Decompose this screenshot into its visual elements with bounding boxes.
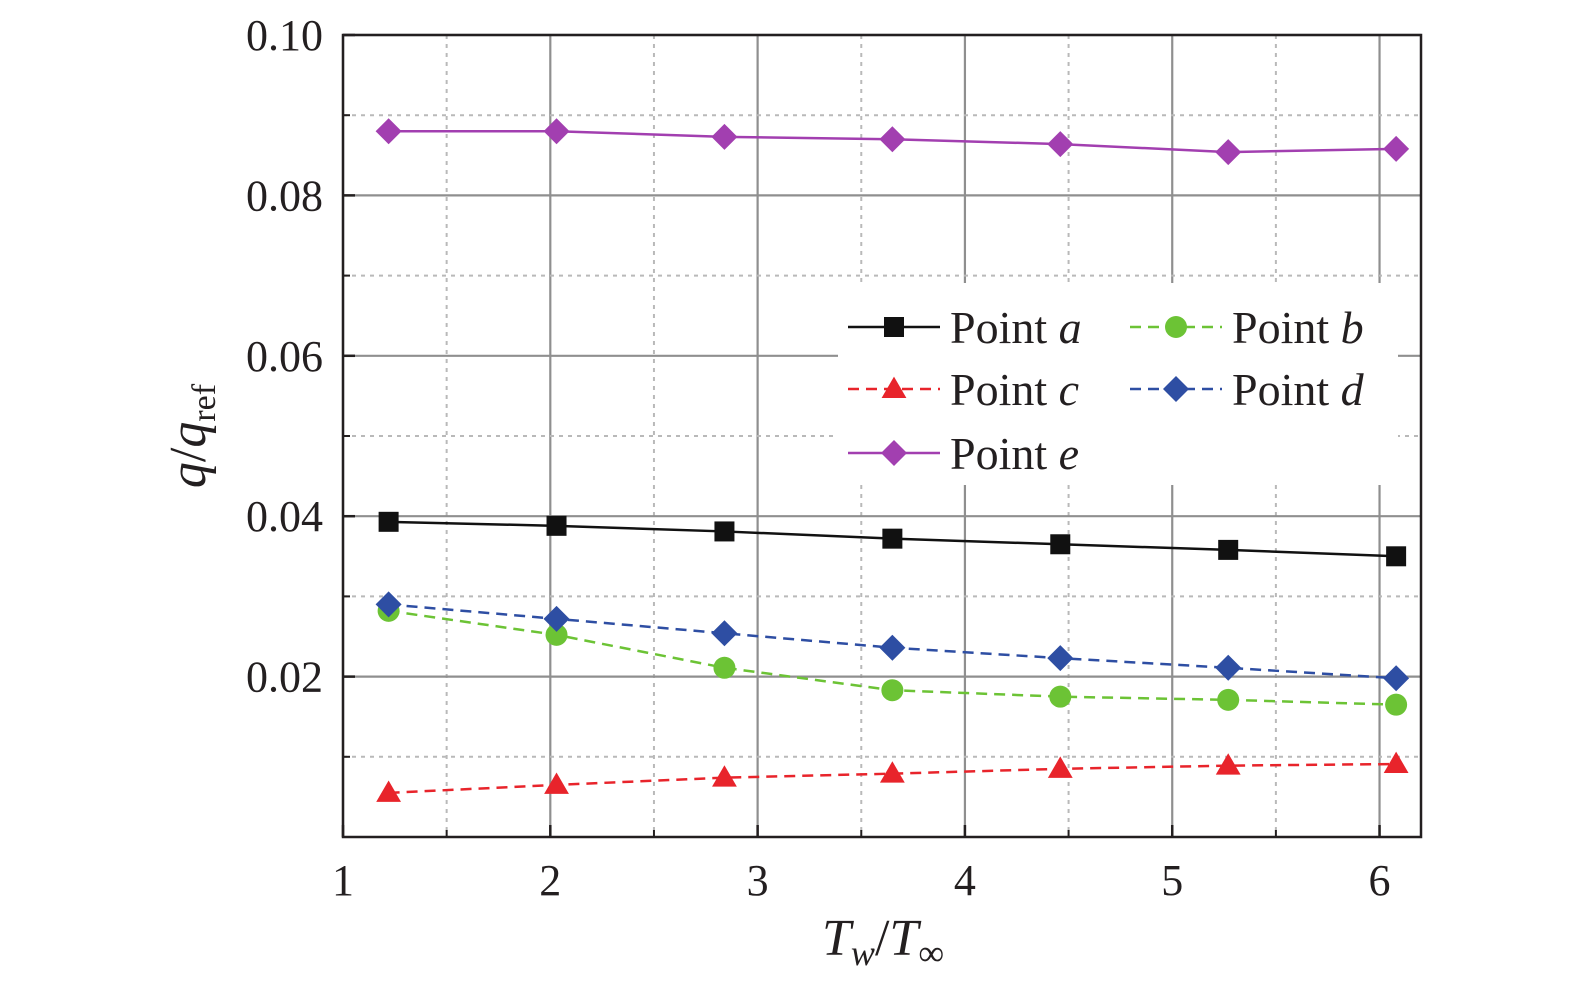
x-tick-label: 4 [954, 856, 976, 905]
legend-background [838, 283, 1398, 485]
x-label-main: T [822, 910, 854, 967]
data-point-c [1215, 753, 1241, 775]
legend-label-letter: a [1059, 302, 1082, 353]
data-point-a [1050, 534, 1071, 555]
data-point-b [881, 679, 904, 702]
legend-label-prefix: Point [1232, 364, 1341, 415]
data-point-c [1383, 751, 1409, 774]
data-point-c [712, 765, 737, 787]
y-label-sub: ref [186, 383, 223, 421]
data-point-a [882, 528, 903, 549]
legend-label-a: Point a [950, 302, 1082, 353]
legend-label-prefix: Point [1232, 302, 1341, 353]
series-a [378, 511, 1407, 567]
data-point-e [879, 126, 906, 153]
x-tick-label: 3 [747, 856, 769, 905]
data-point-e [543, 118, 570, 145]
tick-layer: 1 2 3 4 5 6 0.02 0.04 0.06 0.08 0.10 [246, 11, 1391, 905]
legend-label-prefix: Point [950, 302, 1059, 353]
data-point-d [375, 591, 402, 618]
legend-item-a: Point a [848, 302, 1082, 353]
data-point-d [1047, 645, 1074, 672]
y-tick-label: 0.04 [246, 492, 323, 541]
data-point-a [1386, 546, 1407, 567]
legend-label-d: Point d [1232, 364, 1365, 415]
data-point-a [378, 511, 399, 532]
data-point-b [713, 656, 736, 679]
data-point-b [1049, 685, 1072, 708]
data-point-c [879, 761, 905, 783]
data-point-e [1047, 131, 1074, 158]
y-tick-label: 0.06 [246, 332, 323, 381]
legend-label-letter: c [1059, 364, 1079, 415]
legend-marker-a [884, 317, 904, 337]
legend-label-letter: b [1341, 302, 1364, 353]
x-axis-label: Tw/T∞ [822, 910, 944, 973]
series-e [375, 118, 1410, 166]
x-tick-label: 5 [1161, 856, 1183, 905]
data-point-c [1047, 756, 1073, 778]
data-point-a [546, 515, 567, 536]
series-layer [375, 118, 1410, 802]
x-tick-label: 6 [1369, 856, 1391, 905]
data-point-c [544, 772, 569, 794]
data-point-b [1217, 688, 1240, 711]
legend-marker-d [1163, 376, 1189, 402]
y-label-main: q [160, 462, 217, 488]
data-point-d [1383, 665, 1410, 692]
data-point-a [714, 521, 735, 542]
x-label-sub1: w [851, 933, 875, 973]
data-point-d [543, 605, 570, 632]
data-point-e [1215, 139, 1242, 166]
x-tick-label: 2 [539, 856, 561, 905]
data-point-c [376, 780, 402, 802]
legend-marker-b [1165, 316, 1187, 338]
legend-marker-c [881, 376, 907, 398]
series-b [377, 599, 1408, 716]
data-point-e [711, 123, 738, 150]
data-point-d [1215, 654, 1242, 681]
data-point-e [1383, 135, 1410, 162]
data-point-b [545, 623, 568, 646]
x-label-main2: T [889, 910, 921, 967]
y-label-main2: q [160, 422, 217, 448]
data-point-a [1218, 539, 1239, 560]
series-d [375, 591, 1410, 692]
legend-marker-e [881, 440, 907, 466]
y-label-sep: / [160, 447, 217, 462]
legend-label-letter: e [1059, 428, 1079, 479]
legend-item-e: Point e [848, 428, 1079, 479]
y-tick-label: 0.08 [246, 171, 323, 220]
legend-label-b: Point b [1232, 302, 1364, 353]
data-point-b [1385, 693, 1408, 716]
legend-label-prefix: Point [950, 428, 1059, 479]
y-tick-label: 0.10 [246, 11, 323, 60]
y-axis-label: q/qref [160, 383, 223, 488]
legend-item-c: Point c [848, 364, 1079, 415]
legend-label-prefix: Point [950, 364, 1059, 415]
legend-item-d: Point d [1130, 364, 1365, 415]
x-label-sep: / [875, 910, 890, 967]
x-tick-label: 1 [332, 856, 354, 905]
legend-label-c: Point c [950, 364, 1079, 415]
legend-label-letter: d [1341, 364, 1365, 415]
data-point-d [711, 620, 738, 647]
x-label-sub2: ∞ [918, 933, 944, 973]
data-point-e [375, 118, 402, 145]
legend-item-b: Point b [1130, 302, 1364, 353]
y-tick-label: 0.02 [246, 653, 323, 702]
data-point-d [879, 634, 906, 661]
series-c [376, 751, 1409, 802]
legend-label-e: Point e [950, 428, 1079, 479]
